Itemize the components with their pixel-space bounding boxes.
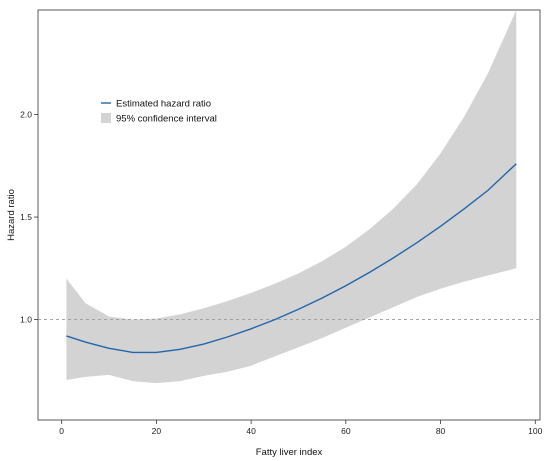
x-tick-label: 80 <box>436 426 446 436</box>
confidence-band-layer <box>66 10 517 384</box>
y-tick-label: 2.0 <box>20 110 32 120</box>
legend-label-estimate: Estimated hazard ratio <box>116 99 211 110</box>
x-tick-label: 40 <box>246 426 256 436</box>
y-tick-label: 1.5 <box>20 212 32 222</box>
x-axis-title: Fatty liver index <box>256 447 323 458</box>
x-tick-label: 20 <box>152 426 162 436</box>
x-tick-label: 100 <box>528 426 542 436</box>
series-line-0 <box>66 163 517 354</box>
y-axis-title: Hazard ratio <box>6 189 17 241</box>
estimate-line-layer <box>66 163 517 354</box>
legend-label-ci: 95% confidence interval <box>116 114 217 125</box>
plot-frame <box>37 9 541 421</box>
x-tick-label: 60 <box>341 426 351 436</box>
x-tick-label: 0 <box>59 426 64 436</box>
x-axis: 0 20 40 60 80 100 <box>59 420 543 436</box>
confidence-band <box>66 10 517 384</box>
legend: Estimated hazard ratio 95% confidence in… <box>101 99 217 125</box>
y-tick-label: 1.0 <box>20 315 32 325</box>
legend-band-swatch <box>101 113 111 123</box>
y-axis: 1.0 1.5 2.0 <box>20 110 38 325</box>
